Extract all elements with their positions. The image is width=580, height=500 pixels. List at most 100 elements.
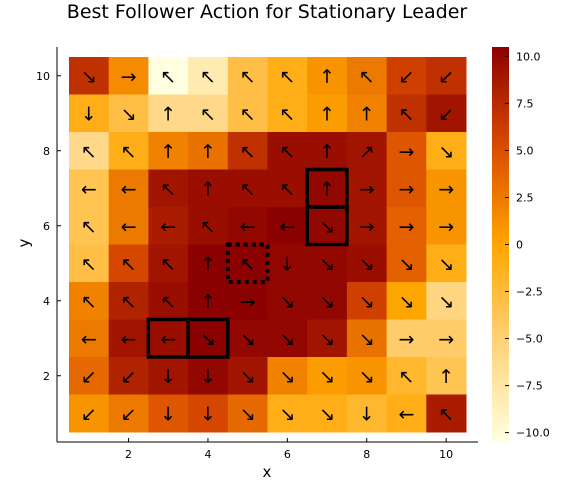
- cell-arrow: ↖: [279, 103, 295, 125]
- heatmap-cell: [426, 244, 467, 283]
- heatmap-cell: [267, 57, 308, 95]
- cell-arrow: ↘: [438, 253, 454, 275]
- cell-arrow: ←: [81, 328, 97, 350]
- heatmap-cell: [108, 282, 149, 320]
- heatmap-cell: [227, 169, 268, 208]
- heatmap-cell: [69, 169, 110, 208]
- heatmap-cell: [267, 207, 308, 245]
- heatmap-cell: [227, 319, 268, 358]
- cell-arrow: ↖: [121, 141, 137, 163]
- cell-arrow: ↖: [240, 103, 256, 125]
- cell-arrow: ↖: [121, 291, 137, 313]
- cell-arrow: →: [398, 178, 414, 200]
- cell-arrow: →: [438, 328, 454, 350]
- highlight-box: [225, 242, 270, 284]
- heatmap-cell: [426, 319, 467, 358]
- cell-arrow: ↖: [121, 253, 137, 275]
- heatmap-cell: [69, 244, 110, 283]
- cell-arrow: ↘: [319, 216, 335, 238]
- cell-arrow: ↖: [279, 141, 295, 163]
- cell-arrow: ↑: [319, 178, 335, 200]
- heatmap-cell: [346, 132, 388, 170]
- heatmap-cell: [227, 244, 268, 283]
- cell-arrow: ↙: [438, 66, 454, 88]
- cell-arrow: ↓: [200, 403, 216, 425]
- heatmap-cell: [386, 57, 427, 95]
- heatmap-cell: [188, 282, 229, 320]
- cell-arrow: →: [398, 141, 414, 163]
- cell-arrow: ↑: [200, 141, 216, 163]
- heatmap-cell: [267, 94, 308, 133]
- heatmap-cell: [307, 132, 348, 170]
- cell-arrow: ↑: [160, 141, 176, 163]
- heatmap-cell: [188, 319, 229, 358]
- cell-arrow: →: [121, 66, 137, 88]
- cell-arrow: ↖: [438, 403, 454, 425]
- heatmap-cell: [267, 357, 308, 395]
- heatmap-cell: [426, 132, 467, 170]
- cell-arrow: ←: [279, 216, 295, 238]
- chart-title: Best Follower Action for Stationary Lead…: [67, 1, 468, 23]
- heatmap-cell: [346, 394, 388, 433]
- heatmap-cell: [227, 394, 268, 433]
- heatmap-cell: [386, 319, 427, 358]
- heatmap-cell: [148, 282, 189, 320]
- cell-arrow: ↖: [279, 66, 295, 88]
- heatmap-cell: [267, 319, 308, 358]
- heatmap-cell: [426, 169, 467, 208]
- highlight-box: [305, 205, 349, 247]
- heatmap-cell: [346, 244, 388, 283]
- cell-arrow: ↘: [438, 291, 454, 313]
- x-tick-label: 8: [363, 448, 370, 461]
- heatmap-cell: [148, 169, 189, 208]
- heatmap-cell: [227, 57, 268, 95]
- highlight-boxes: [146, 167, 349, 359]
- cell-arrow: ↑: [200, 291, 216, 313]
- heatmap-cell: [386, 94, 427, 133]
- y-tick-label: 6: [43, 220, 50, 233]
- heatmap-cell: [69, 282, 110, 320]
- cell-arrow: ↑: [200, 178, 216, 200]
- heatmap-cell: [346, 57, 388, 95]
- heatmap-cell: [426, 282, 467, 320]
- cell-arrow: ↖: [81, 291, 97, 313]
- heatmap-cell: [346, 282, 388, 320]
- cell-arrow: ↑: [200, 253, 216, 275]
- heatmap-cell: [69, 57, 110, 95]
- heatmap-cell: [188, 357, 229, 395]
- cell-arrow: ↘: [359, 328, 375, 350]
- cell-arrow: ↘: [240, 366, 256, 388]
- cell-arrow: ↙: [81, 366, 97, 388]
- cell-arrow: ↘: [279, 403, 295, 425]
- heatmap-cell: [69, 207, 110, 245]
- cell-arrow: ↘: [279, 291, 295, 313]
- heatmap-cell: [148, 57, 189, 95]
- cell-arrow: ↖: [279, 178, 295, 200]
- cell-arrow: ↘: [398, 253, 414, 275]
- heatmap-cell: [307, 207, 348, 245]
- cell-arrow: ←: [121, 216, 137, 238]
- heatmap-cell: [346, 94, 388, 133]
- y-axis-label: y: [15, 238, 33, 247]
- cell-arrow: ↖: [160, 66, 176, 88]
- cell-arrow: ↖: [240, 141, 256, 163]
- arrow-annotations: ↘ → ↖ ↖ ↖ ↖ ↑ ↖ ↙ ↙ ↓ ↘ ↑ ↖ ↖ ↖ ↑ ↑ ↖ ↙ ↖ ↖ ↑ ↑ ↖ ↖ ↑ ↗ → ↘ ← ← ↖ ↑ ↖ ↖ ↑ → → →…: [81, 66, 454, 426]
- cell-arrow: →: [398, 328, 414, 350]
- colorbar-tick-label: 2.5: [516, 191, 534, 204]
- x-tick-label: 2: [125, 448, 132, 461]
- cell-arrow: ↓: [160, 403, 176, 425]
- heatmap-cell: [307, 57, 348, 95]
- colorbar: 10.0 7.5 5.0 2.5 0 −2.5 −5.0 −7.5 −10.0: [492, 47, 550, 442]
- x-axis-label: x: [263, 463, 272, 481]
- heatmap-cell: [307, 319, 348, 358]
- heatmap-cell: [69, 319, 110, 358]
- heatmap-cell: [267, 244, 308, 283]
- cell-arrow: ↘: [240, 403, 256, 425]
- heatmap-cell: [227, 282, 268, 320]
- colorbar-tick-label: 0: [516, 239, 523, 252]
- heatmap-cell: [346, 169, 388, 208]
- heatmap-cell: [108, 244, 149, 283]
- y-tick-label: 4: [43, 295, 50, 308]
- heatmap-cell: [307, 94, 348, 133]
